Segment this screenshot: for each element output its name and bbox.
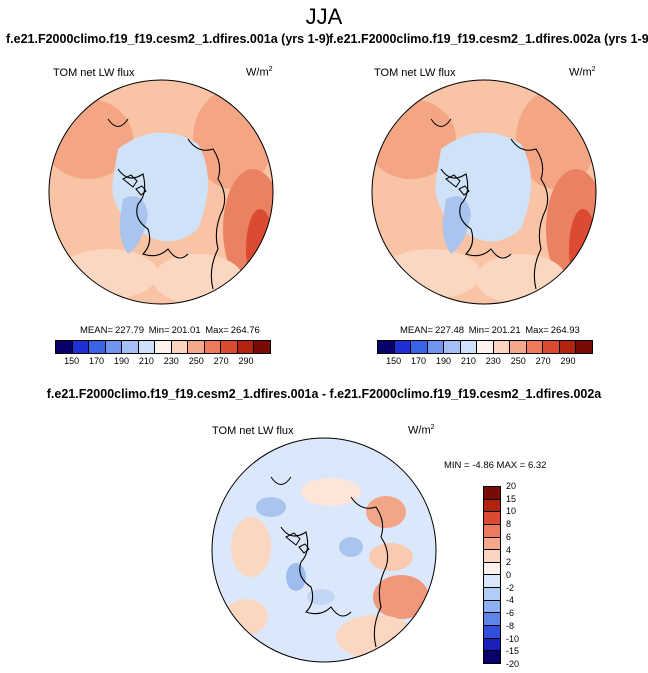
colorbar-swatch — [484, 512, 500, 525]
colorbar-swatch — [543, 341, 560, 353]
panel-2-title: f.e21.F2000climo.f19_f19.cesm2_1.dfires.… — [329, 32, 648, 46]
panel-2-variable: TOM net LW flux — [374, 67, 456, 79]
colorbar-swatch — [171, 341, 189, 353]
difference-units: W/m2 — [408, 424, 435, 437]
panel-2-stats: MEAN= 227.48 Min= 201.21 Max= 264.93 — [400, 325, 580, 336]
colorbar-swatch — [484, 550, 500, 563]
colorbar-tick-label: 0 — [506, 570, 512, 580]
colorbar-swatch — [237, 341, 255, 353]
colorbar-panel-2 — [377, 340, 593, 354]
colorbar-swatch — [484, 487, 500, 500]
colorbar-tick-label: 230 — [485, 356, 501, 366]
colorbar-swatch — [89, 341, 106, 353]
season-title: JJA — [305, 4, 343, 29]
colorbar-tick-label: 190 — [113, 356, 129, 366]
colorbar-tick-label: 170 — [89, 356, 105, 366]
colorbar-tick-label: 270 — [535, 356, 551, 366]
colorbar-tick-label: 290 — [560, 356, 576, 366]
colorbar-swatch — [526, 341, 544, 353]
colorbar-panel-1-labels: 150 170 190 210 230 250 270 290 — [55, 356, 271, 368]
colorbar-swatch — [105, 341, 123, 353]
colorbar-swatch — [576, 341, 592, 353]
colorbar-tick-label: 170 — [411, 356, 427, 366]
colorbar-swatch — [484, 575, 500, 589]
difference-colorbar — [483, 486, 501, 664]
colorbar-swatch — [188, 341, 205, 353]
colorbar-swatch — [460, 341, 478, 353]
colorbar-tick-label: 6 — [506, 531, 512, 542]
colorbar-tick-label: 190 — [435, 356, 451, 366]
colorbar-swatch — [138, 341, 156, 353]
colorbar-tick-label: 150 — [386, 356, 402, 366]
colorbar-swatch — [427, 341, 445, 353]
colorbar-tick-label: 20 — [506, 481, 517, 491]
colorbar-panel-2-labels: 150 170 190 210 230 250 270 290 — [377, 356, 593, 368]
colorbar-tick-label: 290 — [238, 356, 254, 366]
colorbar-swatch — [394, 341, 412, 353]
colorbar-tick-label: -10 — [506, 633, 520, 644]
colorbar-panel-1 — [55, 340, 271, 354]
colorbar-tick-label: 2 — [506, 557, 512, 568]
colorbar-tick-label: 150 — [64, 356, 80, 366]
colorbar-tick-label: 4 — [506, 544, 512, 555]
colorbar-swatch — [56, 341, 73, 353]
colorbar-swatch — [484, 638, 500, 652]
colorbar-tick-label: -8 — [506, 620, 515, 631]
difference-variable: TOM net LW flux — [212, 425, 294, 437]
colorbar-swatch — [484, 651, 500, 663]
colorbar-tick-label: 8 — [506, 519, 512, 530]
colorbar-tick-label: 15 — [506, 493, 517, 504]
colorbar-tick-label: 210 — [460, 356, 476, 366]
colorbar-tick-label: -2 — [506, 582, 515, 593]
colorbar-swatch — [477, 341, 494, 353]
colorbar-swatch — [484, 562, 500, 576]
panel-1-units: W/m2 — [246, 66, 273, 79]
difference-minmax: MIN = -4.86 MAX = 6.32 — [444, 460, 547, 471]
colorbar-swatch — [484, 613, 500, 627]
colorbar-swatch — [444, 341, 461, 353]
colorbar-tick-label: -20 — [506, 659, 520, 669]
colorbar-tick-label: 10 — [506, 506, 517, 517]
panel-1-variable: TOM net LW flux — [53, 67, 135, 79]
colorbar-swatch — [155, 341, 172, 353]
colorbar-swatch — [484, 524, 500, 538]
polar-map-panel-1 — [48, 79, 274, 305]
colorbar-tick-label: -15 — [506, 646, 520, 657]
colorbar-tick-label: 250 — [188, 356, 204, 366]
difference-colorbar-labels: 20 15 10 8 6 4 2 0 -2 -4 -6 -8 -10 -15 -20 — [506, 481, 536, 669]
colorbar-swatch — [484, 600, 500, 614]
colorbar-tick-label: 210 — [138, 356, 154, 366]
colorbar-tick-label: 270 — [213, 356, 229, 366]
colorbar-swatch — [221, 341, 238, 353]
colorbar-tick-label: 230 — [163, 356, 179, 366]
colorbar-swatch — [484, 626, 500, 639]
colorbar-tick-label: 250 — [510, 356, 526, 366]
colorbar-swatch — [484, 588, 500, 601]
colorbar-swatch — [510, 341, 527, 353]
polar-map-difference — [211, 437, 437, 663]
colorbar-swatch — [484, 537, 500, 551]
colorbar-swatch — [411, 341, 428, 353]
colorbar-swatch — [493, 341, 511, 353]
panel-2-units: W/m2 — [569, 66, 596, 79]
panel-1-stats: MEAN= 227.79 Min= 201.01 Max= 264.76 — [80, 325, 260, 336]
colorbar-swatch — [484, 499, 500, 513]
colorbar-swatch — [72, 341, 90, 353]
colorbar-swatch — [204, 341, 222, 353]
colorbar-swatch — [254, 341, 270, 353]
panel-1-title: f.e21.F2000climo.f19_f19.cesm2_1.dfires.… — [6, 32, 330, 46]
colorbar-tick-label: -6 — [506, 608, 515, 619]
colorbar-swatch — [122, 341, 139, 353]
colorbar-tick-label: -4 — [506, 595, 515, 606]
colorbar-swatch — [559, 341, 577, 353]
polar-map-panel-2 — [371, 79, 597, 305]
difference-title: f.e21.F2000climo.f19_f19.cesm2_1.dfires.… — [46, 387, 602, 401]
colorbar-swatch — [378, 341, 395, 353]
